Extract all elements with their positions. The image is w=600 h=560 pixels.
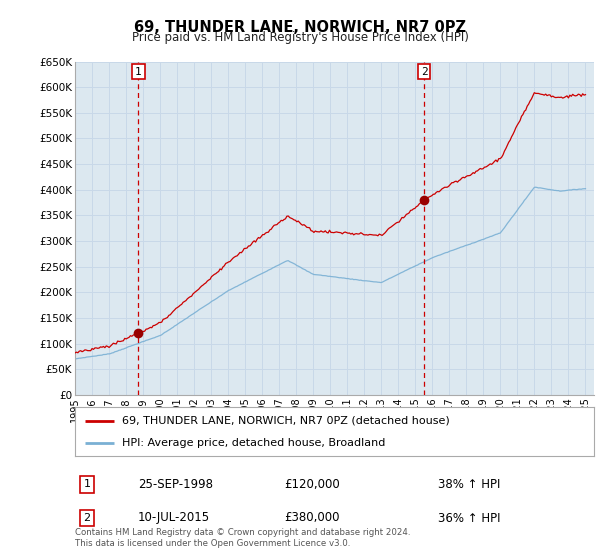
Text: HPI: Average price, detached house, Broadland: HPI: Average price, detached house, Broa… xyxy=(122,437,385,447)
Text: 36% ↑ HPI: 36% ↑ HPI xyxy=(438,511,500,525)
Text: 2: 2 xyxy=(421,67,428,77)
Text: £380,000: £380,000 xyxy=(284,511,340,525)
Text: 10-JUL-2015: 10-JUL-2015 xyxy=(138,511,210,525)
Text: 69, THUNDER LANE, NORWICH, NR7 0PZ (detached house): 69, THUNDER LANE, NORWICH, NR7 0PZ (deta… xyxy=(122,416,449,426)
Text: Price paid vs. HM Land Registry's House Price Index (HPI): Price paid vs. HM Land Registry's House … xyxy=(131,31,469,44)
Text: Contains HM Land Registry data © Crown copyright and database right 2024.
This d: Contains HM Land Registry data © Crown c… xyxy=(75,528,410,548)
Text: 2: 2 xyxy=(83,513,91,523)
Text: 1: 1 xyxy=(135,67,142,77)
Text: 69, THUNDER LANE, NORWICH, NR7 0PZ: 69, THUNDER LANE, NORWICH, NR7 0PZ xyxy=(134,20,466,35)
Text: £120,000: £120,000 xyxy=(284,478,340,491)
Text: 25-SEP-1998: 25-SEP-1998 xyxy=(138,478,213,491)
Text: 1: 1 xyxy=(83,479,91,489)
Text: 38% ↑ HPI: 38% ↑ HPI xyxy=(438,478,500,491)
